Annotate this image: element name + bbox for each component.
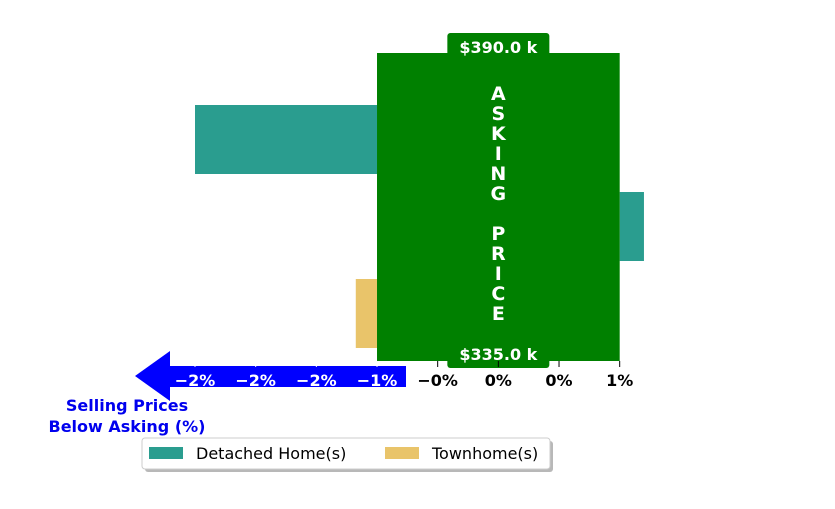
x-tick-label: −2%: [235, 371, 276, 390]
asking-price-letter: I: [495, 143, 502, 165]
top-price-label: $390.0 k: [459, 38, 537, 57]
x-tick-label: 0%: [545, 371, 572, 390]
bar-detached-home-s--1: [619, 192, 644, 261]
bottom-price-label-box: [447, 340, 550, 368]
x-tick-label: 0%: [485, 371, 512, 390]
x-tick-label: −2%: [175, 371, 216, 390]
asking-price-letter: E: [492, 303, 505, 325]
legend[interactable]: Detached Home(s) Townhome(s): [141, 437, 553, 472]
x-tick-label: −0%: [417, 371, 458, 390]
asking-price-letter: C: [491, 283, 505, 305]
top-price-label-box: [447, 33, 550, 61]
asking-price-letter: K: [491, 123, 507, 145]
below-asking-arrow: [135, 351, 406, 401]
x-tick-label: −1%: [357, 371, 398, 390]
asking-price-letter: A: [491, 83, 506, 105]
below-asking-arrow-layer: Selling Prices Below Asking (%): [49, 351, 406, 436]
x-tick-label: −2%: [296, 371, 337, 390]
bottom-price-label: $335.0 k: [459, 345, 537, 364]
bars-layer: [195, 105, 644, 348]
bar-townhome-s--0: [355, 279, 378, 348]
x-axis: −2% −2% −2% −1% −0% 0% 0% 1%: [175, 361, 633, 390]
asking-price-letter: P: [491, 223, 505, 245]
asking-price-letter: I: [495, 263, 502, 285]
asking-price-letter: N: [490, 163, 506, 185]
asking-price-letter: G: [491, 183, 507, 205]
below-asking-label-line: Below Asking (%): [49, 417, 206, 436]
legend-label: Townhome(s): [431, 444, 538, 463]
legend-label: Detached Home(s): [196, 444, 346, 463]
legend-swatch: [149, 447, 183, 459]
asking-price-letter: R: [491, 243, 506, 265]
below-asking-label-line: Selling Prices: [66, 396, 188, 415]
legend-swatch: [385, 447, 419, 459]
asking-price-band: [377, 53, 620, 361]
asking-price-letter: S: [492, 103, 506, 125]
bar-detached-home-s--0: [195, 105, 378, 174]
x-tick-label: 1%: [606, 371, 633, 390]
legend-box: [141, 437, 551, 470]
